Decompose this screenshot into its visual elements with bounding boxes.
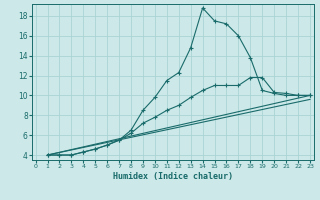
X-axis label: Humidex (Indice chaleur): Humidex (Indice chaleur) bbox=[113, 172, 233, 181]
